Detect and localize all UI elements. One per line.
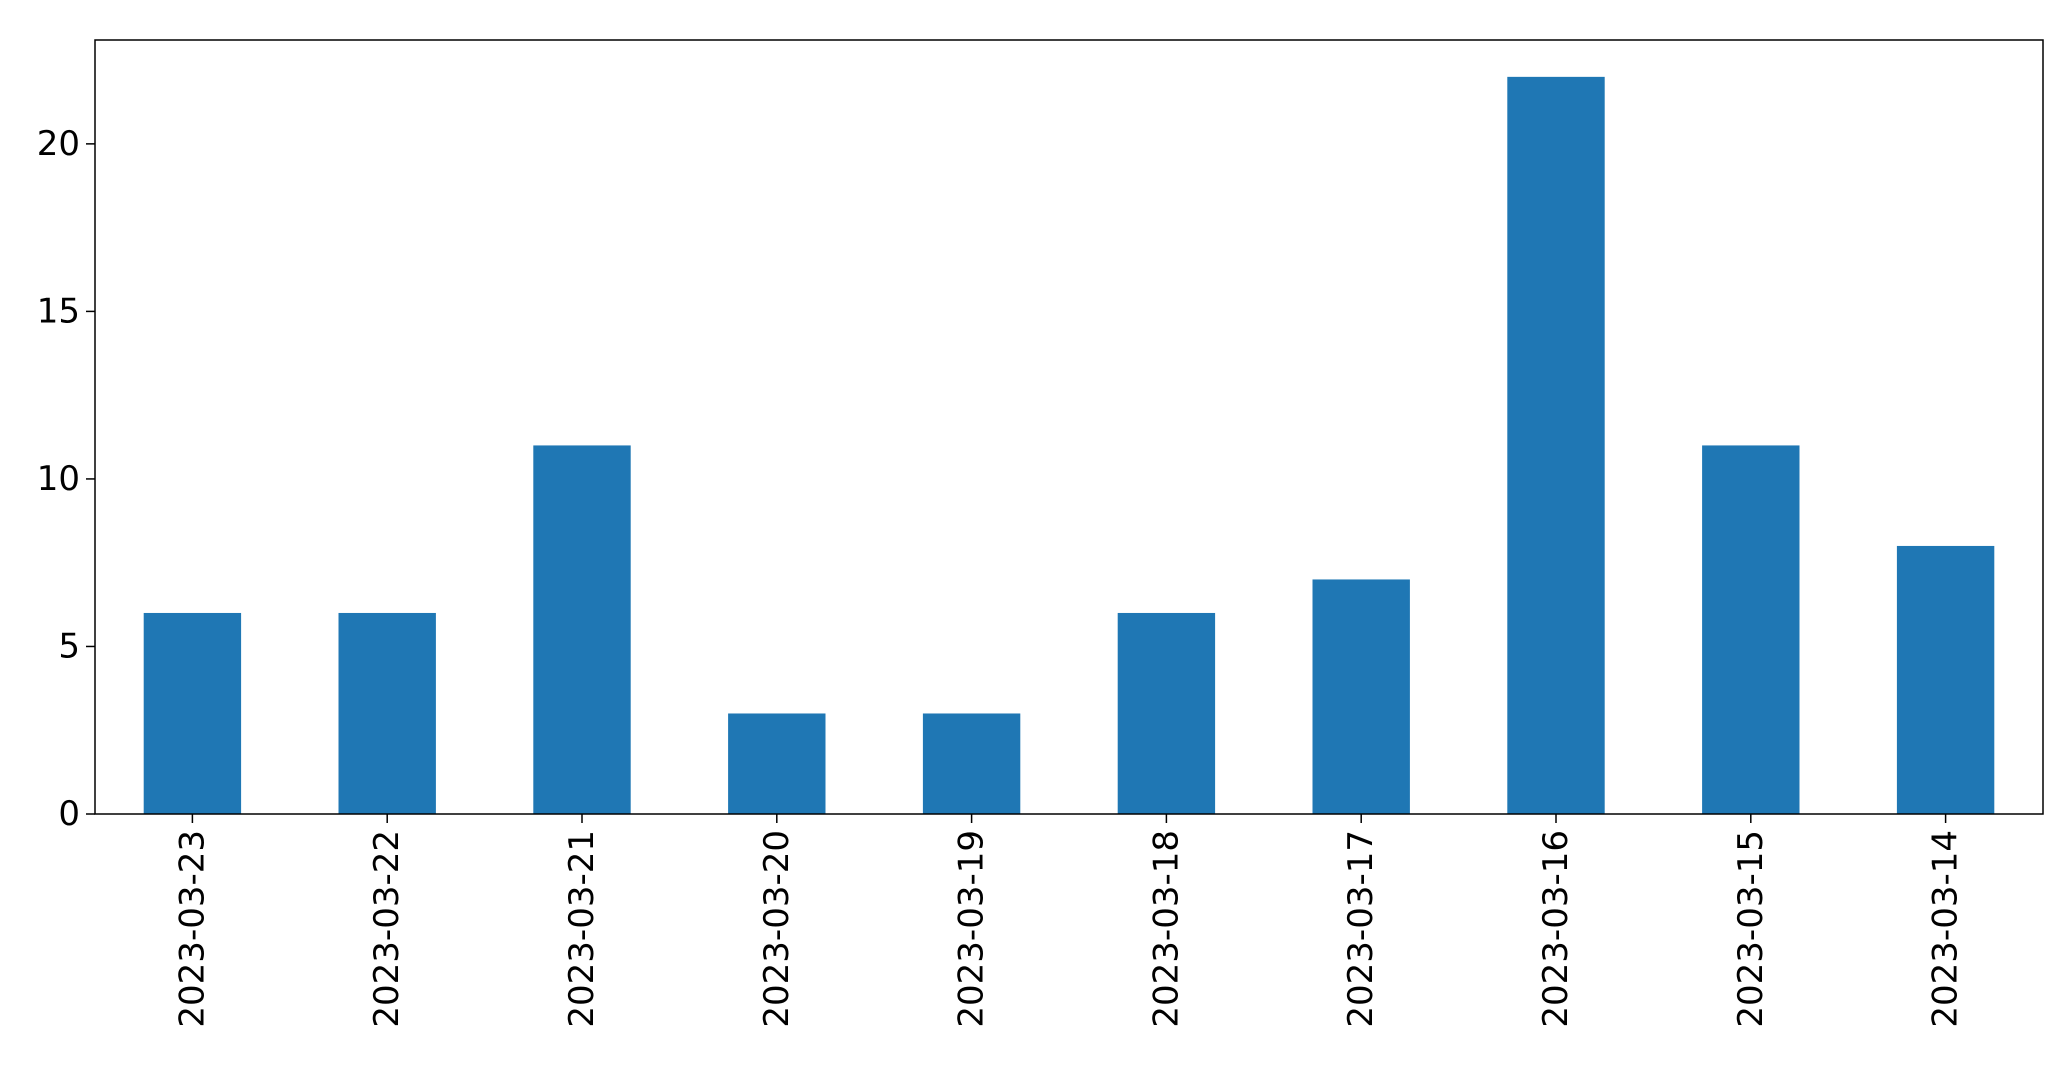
y-tick-label: 10 <box>37 459 80 499</box>
plot-frame <box>94 39 2044 815</box>
x-tick-label: 2023-03-15 <box>1731 830 1771 1028</box>
bar <box>1702 445 1800 814</box>
bar <box>1312 579 1410 814</box>
bar <box>728 713 826 814</box>
bar <box>143 612 242 814</box>
bar <box>1507 76 1605 815</box>
y-tick-label: 15 <box>37 291 80 331</box>
bars-layer <box>143 76 1995 815</box>
y-axis: 0 5 10 15 20 <box>37 124 95 834</box>
x-tick-label: 2023-03-17 <box>1341 830 1381 1028</box>
x-tick-label: 2023-03-16 <box>1536 830 1576 1028</box>
x-axis: 2023-03-23 2023-03-22 2023-03-21 2023-03-20… <box>172 814 1966 1028</box>
x-tick-label: 2023-03-14 <box>1926 830 1966 1028</box>
x-tick-label: 2023-03-18 <box>1146 830 1186 1028</box>
x-tick-label: 2023-03-22 <box>367 830 407 1028</box>
y-tick-label: 5 <box>58 626 80 666</box>
bar <box>922 713 1021 814</box>
x-tick-label: 2023-03-21 <box>562 830 602 1028</box>
bar <box>533 445 631 814</box>
x-tick-label: 2023-03-23 <box>172 830 212 1028</box>
bar <box>1896 545 1995 814</box>
x-tick-label: 2023-03-20 <box>757 830 797 1028</box>
bar <box>1117 612 1216 814</box>
bar <box>338 612 436 814</box>
x-tick-label: 2023-03-19 <box>952 830 992 1028</box>
y-tick-label: 20 <box>37 124 80 164</box>
y-tick-label: 0 <box>58 794 80 834</box>
